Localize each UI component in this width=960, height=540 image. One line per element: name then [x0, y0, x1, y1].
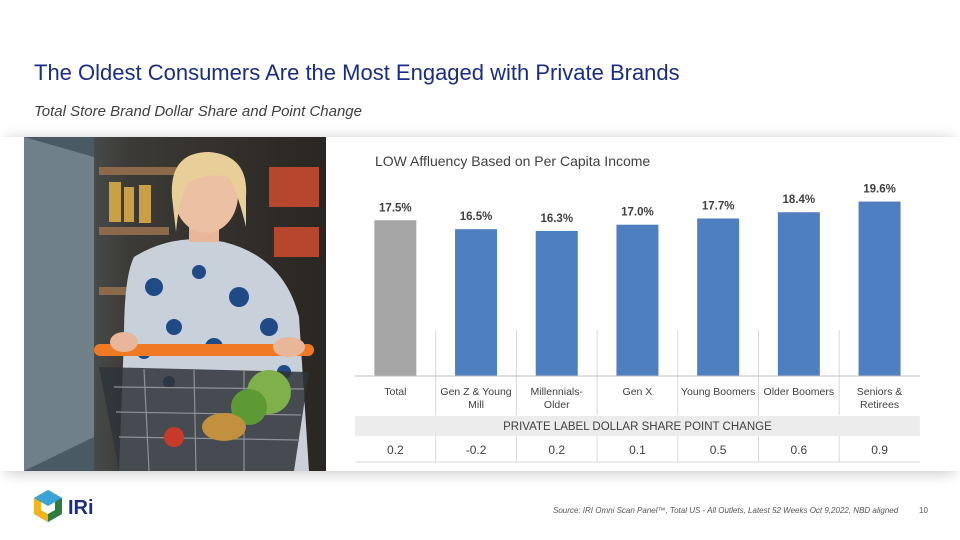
- bar-value-label: 16.5%: [460, 211, 493, 223]
- category-label: Young Boomers: [681, 386, 755, 398]
- bar-value-label: 17.7%: [702, 200, 735, 212]
- point-change-value: 0.9: [871, 443, 888, 457]
- iri-logo-icon: IRi: [34, 490, 94, 522]
- source-note: Source: IRI Omni Scan Panel™, Total US -…: [553, 506, 899, 515]
- category-label: Gen Z & Young: [440, 386, 511, 398]
- bar-value-label: 19.6%: [863, 184, 896, 196]
- table-header: PRIVATE LABEL DOLLAR SHARE POINT CHANGE: [503, 421, 772, 433]
- category-label: Retirees: [860, 399, 899, 411]
- bar: [616, 224, 659, 376]
- category-label: Seniors &: [857, 386, 903, 398]
- category-label: Total: [384, 386, 406, 398]
- category-label: Older Boomers: [764, 386, 835, 398]
- chart-area: LOW Affluency Based on Per Capita Income…: [355, 140, 920, 470]
- point-change-value: 0.5: [710, 443, 727, 457]
- category-label: Gen X: [623, 386, 653, 398]
- category-label: Millennials-: [530, 386, 583, 398]
- point-change-value: 0.1: [629, 443, 646, 457]
- bar: [697, 218, 740, 376]
- point-change-value: 0.6: [791, 443, 808, 457]
- shopper-photo: [24, 137, 326, 471]
- iri-logo: IRi: [33, 489, 103, 523]
- point-change-value: -0.2: [466, 443, 487, 457]
- bar: [858, 201, 901, 376]
- bar-value-label: 18.4%: [783, 194, 816, 206]
- bar: [374, 220, 417, 376]
- logo-text: IRi: [68, 497, 94, 519]
- bar: [777, 212, 820, 376]
- chart-title: LOW Affluency Based on Per Capita Income: [375, 153, 650, 169]
- bar: [535, 230, 578, 376]
- bar-value-label: 17.0%: [621, 207, 654, 219]
- page-subtitle: Total Store Brand Dollar Share and Point…: [34, 103, 362, 120]
- page-number: 10: [919, 506, 928, 515]
- point-change-value: 0.2: [548, 443, 565, 457]
- bar-value-label: 16.3%: [540, 213, 573, 225]
- bar-chart: LOW Affluency Based on Per Capita Income…: [355, 153, 920, 463]
- page-title: The Oldest Consumers Are the Most Engage…: [34, 60, 680, 85]
- category-label: Mill: [468, 399, 484, 411]
- bar: [455, 229, 498, 376]
- category-label: Older: [544, 399, 570, 411]
- bar-value-label: 17.5%: [379, 202, 412, 214]
- point-change-value: 0.2: [387, 443, 404, 457]
- table-header-band: [355, 416, 920, 436]
